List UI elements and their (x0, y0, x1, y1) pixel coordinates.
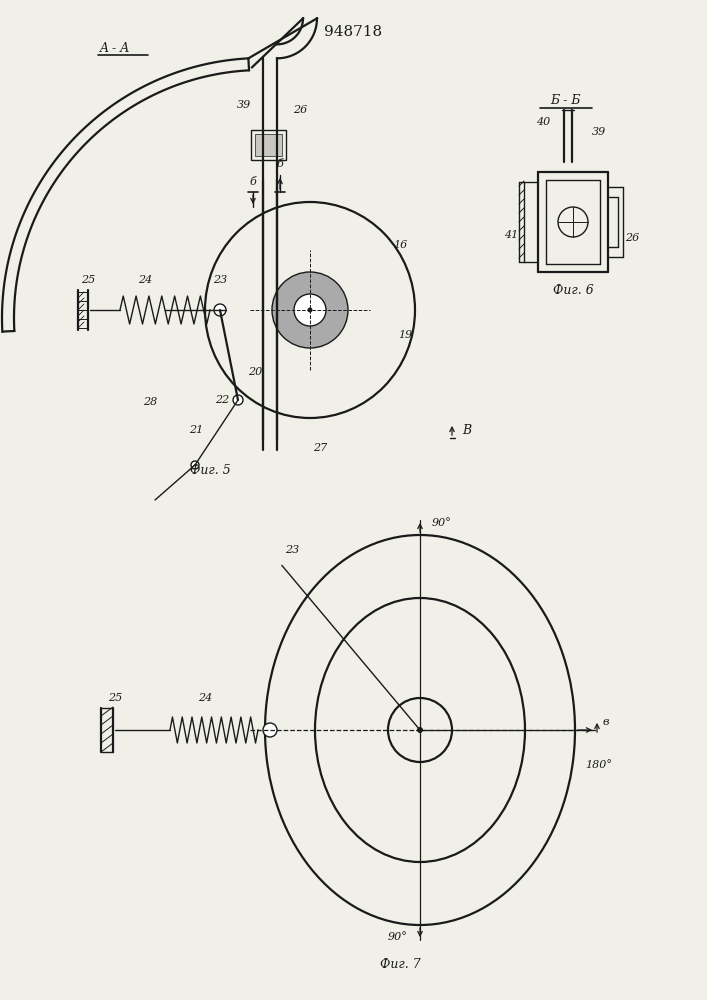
Text: 26: 26 (293, 105, 307, 115)
Circle shape (294, 294, 326, 326)
Circle shape (417, 727, 423, 733)
Bar (251, 130, 286, 160)
Text: 39: 39 (592, 127, 606, 137)
Text: A - A: A - A (100, 41, 130, 54)
Text: Фиг. 7: Фиг. 7 (380, 958, 421, 972)
Circle shape (263, 723, 277, 737)
Text: 28: 28 (143, 397, 157, 407)
Text: 27: 27 (313, 443, 327, 453)
Text: 21: 21 (189, 425, 203, 435)
Text: 24: 24 (198, 693, 212, 703)
Text: 20: 20 (248, 367, 262, 377)
Text: Фиг. 5: Фиг. 5 (189, 464, 230, 477)
Text: 90°: 90° (388, 932, 408, 942)
Circle shape (308, 308, 312, 312)
Text: 25: 25 (81, 275, 95, 285)
Text: 90°: 90° (432, 518, 452, 528)
Text: 24: 24 (138, 275, 152, 285)
Text: б: б (276, 159, 284, 169)
Text: 19: 19 (398, 330, 412, 340)
Circle shape (272, 272, 348, 348)
Circle shape (214, 304, 226, 316)
Text: 25: 25 (108, 693, 122, 703)
Text: В: В (462, 424, 471, 436)
Bar (255, 134, 282, 156)
Circle shape (233, 395, 243, 405)
Text: 26: 26 (625, 233, 639, 243)
Text: в: в (603, 717, 609, 727)
Text: 40: 40 (536, 117, 550, 127)
Text: 39: 39 (237, 100, 251, 110)
Text: Б - Б: Б - Б (550, 94, 580, 106)
Text: 948718: 948718 (324, 25, 382, 39)
Text: 23: 23 (285, 545, 299, 555)
Text: 22: 22 (215, 395, 229, 405)
Text: б: б (250, 177, 257, 187)
Text: 41: 41 (504, 230, 518, 240)
Circle shape (191, 461, 199, 469)
Text: 16: 16 (393, 240, 407, 250)
Text: 180°: 180° (585, 760, 612, 770)
Text: 23: 23 (213, 275, 227, 285)
Text: Фиг. 6: Фиг. 6 (553, 284, 593, 296)
